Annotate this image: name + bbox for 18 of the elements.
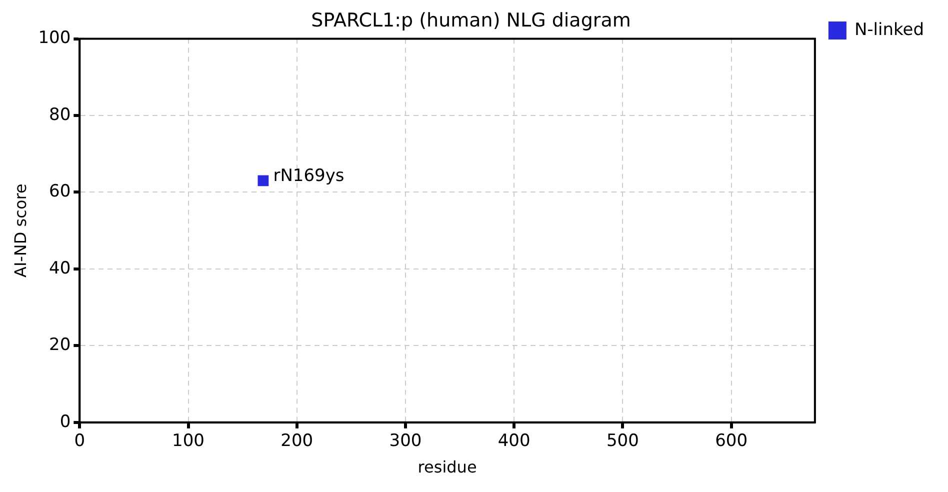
x-tick-label: 300: [389, 431, 422, 452]
x-tick-label: 400: [498, 431, 530, 452]
x-tick-label: 0: [74, 431, 86, 452]
y-tick-label: 100: [38, 28, 71, 48]
y-tick-label: 20: [49, 335, 71, 356]
y-tick-label: 80: [49, 104, 71, 125]
y-tick-label: 40: [49, 258, 71, 278]
chart-title: SPARCL1:p (human) NLG diagram: [311, 9, 631, 32]
x-tick-label: 200: [280, 431, 314, 452]
annotation: rN169ys: [273, 166, 344, 186]
y-tick-label: 0: [60, 412, 71, 432]
legend-label: N-linked: [854, 20, 924, 40]
x-tick-label: 100: [172, 431, 204, 452]
x-tick-label: 600: [715, 431, 748, 452]
y-tick-label: 60: [49, 182, 71, 202]
x-axis-title: residue: [418, 458, 477, 477]
x-tick-label: 500: [606, 431, 639, 452]
y-axis-title: AI-ND score: [10, 184, 30, 278]
